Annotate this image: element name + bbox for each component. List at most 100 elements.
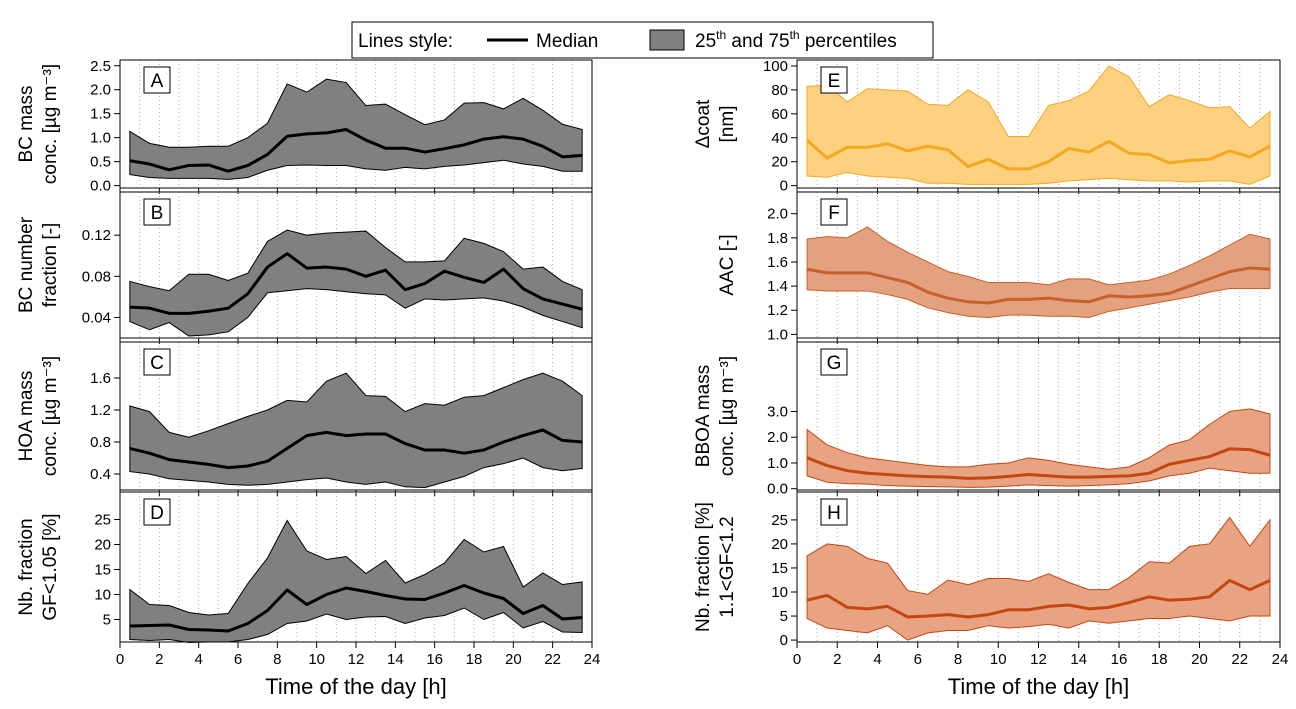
y-tick-label: 5 xyxy=(780,608,788,625)
panel-letter-box xyxy=(820,66,848,94)
y-tick-label: 2.0 xyxy=(90,82,111,99)
y-tick-label: 25 xyxy=(94,512,111,529)
y-tick-label: 25 xyxy=(771,512,788,529)
x-tick-label: 6 xyxy=(234,651,242,668)
x-tick-label: 0 xyxy=(793,651,801,668)
x-tick-label: 16 xyxy=(426,651,443,668)
x-axis-label: Time of the day [h] xyxy=(265,674,446,699)
y-tick-label: 5 xyxy=(103,612,111,629)
y-axis-label: conc. [µg m⁻³] xyxy=(717,356,738,476)
percentile-band xyxy=(129,229,583,337)
legend-title: Lines style: xyxy=(358,31,453,52)
median-line xyxy=(129,584,583,633)
y-tick-label: 0.8 xyxy=(90,434,111,451)
percentile-band xyxy=(129,372,583,489)
y-axis-label: AAC [-] xyxy=(717,234,738,295)
y-tick-label: 0.0 xyxy=(90,178,111,195)
legend-median: Median xyxy=(536,31,598,52)
y-tick-label: 1.6 xyxy=(767,254,788,271)
panel: 0 20 40 60 80 100 E Δcoat [nm] xyxy=(693,58,1281,195)
y-tick-label: 1.2 xyxy=(767,302,788,319)
y-tick-label: 20 xyxy=(771,536,788,553)
x-axis-label: Time of the day [h] xyxy=(948,674,1129,699)
legend-text: 25 xyxy=(695,31,716,52)
y-axis-label: BC number xyxy=(16,216,37,313)
x-tick-label: 12 xyxy=(348,651,365,668)
panel: 0.04 0.08 0.12 B BC number fraction [-] xyxy=(16,191,593,344)
y-tick-label: 0 xyxy=(780,178,788,195)
x-tick-label: 0 xyxy=(116,651,124,668)
panel-letter-box xyxy=(143,198,171,226)
y-tick-label: 10 xyxy=(771,584,788,601)
y-tick-label: 80 xyxy=(771,82,788,99)
x-tick-label: 4 xyxy=(194,651,202,668)
y-tick-label: 1.8 xyxy=(767,230,788,247)
percentile-band xyxy=(129,519,583,644)
legend-text: percentiles xyxy=(800,31,897,52)
y-tick-label: 3.0 xyxy=(767,403,788,420)
y-axis-label: BC mass xyxy=(16,85,37,162)
panel-letter-box xyxy=(820,348,848,376)
y-tick-label: 0.4 xyxy=(90,466,111,483)
y-tick-label: 0.5 xyxy=(90,154,111,171)
legend-text: th xyxy=(790,28,800,42)
y-axis-label: Nb. fraction xyxy=(16,518,37,615)
legend-box xyxy=(351,21,934,59)
x-tick-label: 24 xyxy=(1272,651,1289,668)
y-tick-label: 0.08 xyxy=(82,268,111,285)
legend: Lines style: Median 25th and 75th percen… xyxy=(351,21,934,59)
y-tick-label: 0 xyxy=(780,632,788,649)
panel: 0.0 0.5 1.0 1.5 2.0 2.5 A BC mass conc. [µg m⁻³] xyxy=(16,58,593,195)
y-axis-label: HOA mass xyxy=(16,371,37,462)
legend-text: and 75 xyxy=(726,31,789,52)
x-tick-label: 14 xyxy=(387,651,404,668)
y-tick-label: 40 xyxy=(771,130,788,147)
y-axis-label: fraction [-] xyxy=(40,223,61,307)
x-tick-label: 6 xyxy=(914,651,922,668)
median-line xyxy=(129,428,583,470)
y-axis-label: Δcoat xyxy=(693,99,714,148)
panel-letter-box xyxy=(820,498,848,526)
median-line xyxy=(806,578,1271,619)
median-line xyxy=(806,447,1271,480)
y-axis-label: conc. [µg m⁻³] xyxy=(40,356,61,476)
y-tick-label: 0.0 xyxy=(767,481,788,498)
x-tick-label: 4 xyxy=(873,651,881,668)
y-tick-label: 2.0 xyxy=(767,206,788,223)
x-tick-label: 18 xyxy=(1151,651,1168,668)
panel-letter-box xyxy=(143,348,171,376)
legend-swatch xyxy=(649,29,685,51)
y-tick-label: 1.4 xyxy=(767,278,788,295)
y-tick-label: 20 xyxy=(771,154,788,171)
x-tick-label: 12 xyxy=(1030,651,1047,668)
panel: 1.0 1.2 1.4 1.6 1.8 2.0 F AAC [-] xyxy=(717,191,1281,344)
x-tick-label: 10 xyxy=(308,651,325,668)
x-tick-label: 16 xyxy=(1111,651,1128,668)
y-tick-label: 1.5 xyxy=(90,106,111,123)
y-tick-label: 100 xyxy=(763,58,788,75)
y-tick-label: 60 xyxy=(771,106,788,123)
panel-letter: E xyxy=(828,71,841,92)
y-tick-label: 0.12 xyxy=(82,227,111,244)
median-line xyxy=(806,139,1271,171)
x-tick-label: 8 xyxy=(273,651,281,668)
median-line xyxy=(129,128,583,173)
x-tick-label: 8 xyxy=(954,651,962,668)
panel-letter: G xyxy=(827,353,842,374)
y-tick-label: 2.5 xyxy=(90,58,111,75)
panel-letter: D xyxy=(150,503,164,524)
y-axis-label: GF<1.05 [%] xyxy=(40,513,61,620)
y-tick-label: 2.0 xyxy=(767,429,788,446)
y-tick-label: 1.0 xyxy=(767,326,788,343)
x-tick-label: 18 xyxy=(466,651,483,668)
x-tick-label: 10 xyxy=(990,651,1007,668)
panel: 0.0 1.0 2.0 3.0 G BBOA mass conc. [µg m⁻³] xyxy=(693,341,1281,498)
y-tick-label: 1.6 xyxy=(90,370,111,387)
y-tick-label: 20 xyxy=(94,537,111,554)
y-axis-label: conc. [µg m⁻³] xyxy=(40,64,61,184)
y-tick-label: 10 xyxy=(94,587,111,604)
median-line xyxy=(129,252,583,315)
percentile-band xyxy=(806,516,1271,641)
y-tick-label: 1.0 xyxy=(90,130,111,147)
